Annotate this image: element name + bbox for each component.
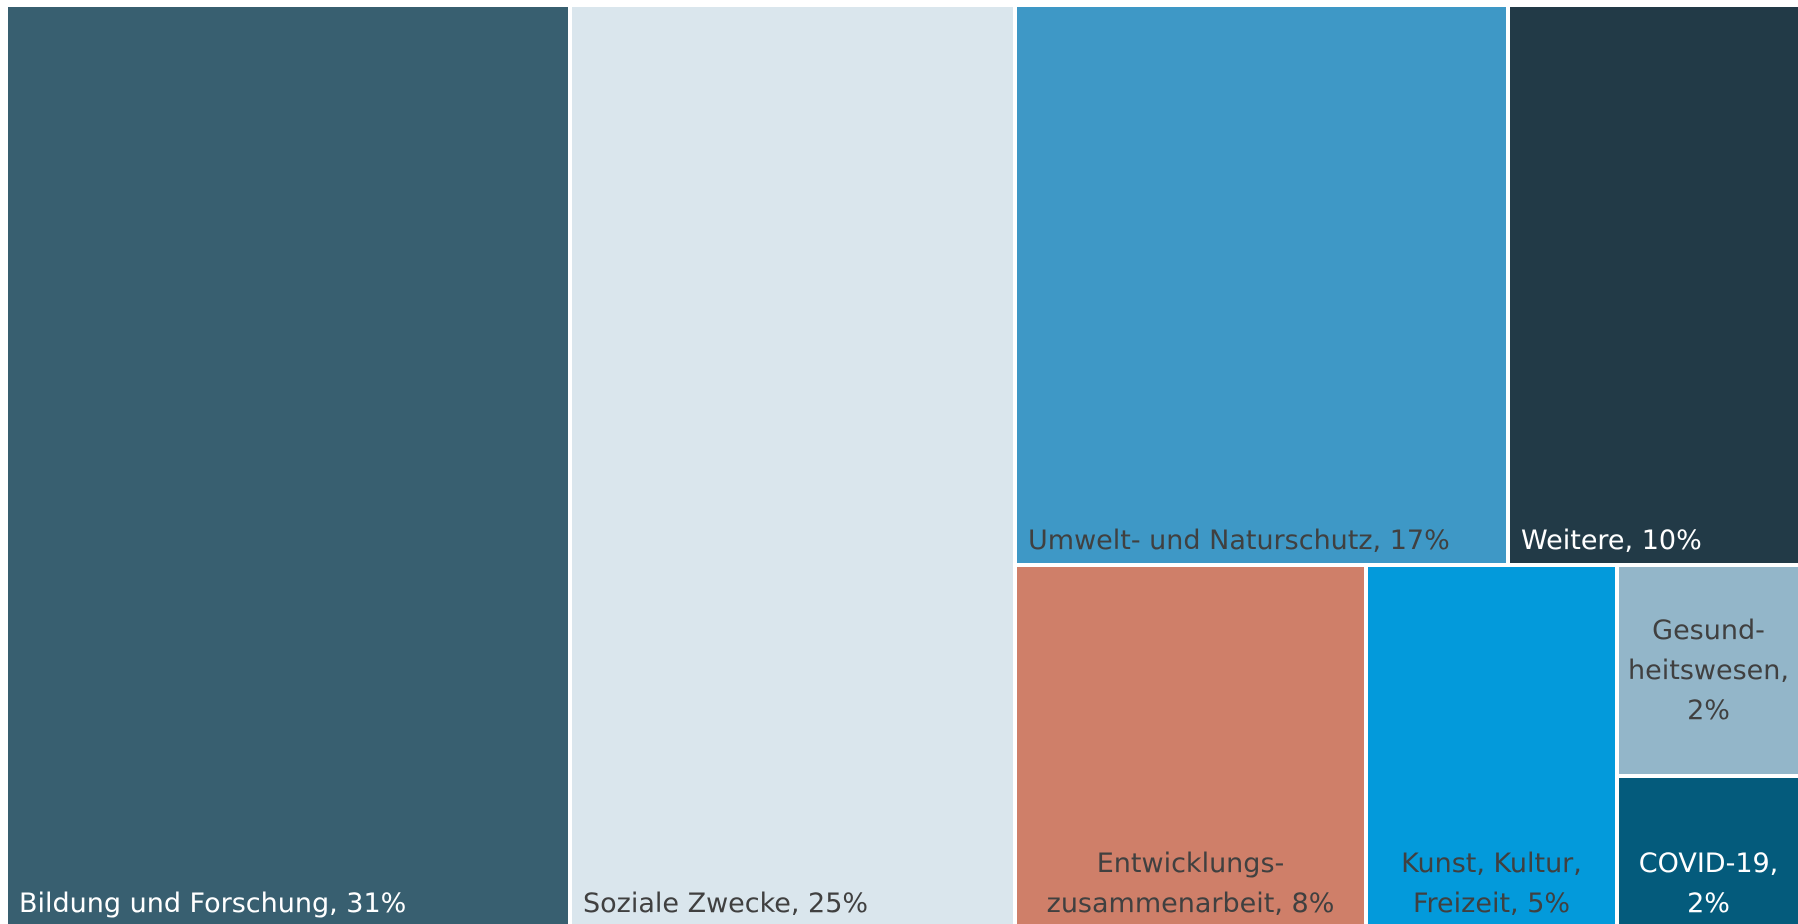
tile-label: Entwicklungs- — [1096, 848, 1285, 879]
tile-label: COVID-19, — [1638, 848, 1779, 879]
tile-soziale-zwecke: Soziale Zwecke, 25% — [572, 7, 1013, 924]
tile-kunst-kultur-freizeit: Kunst, Kultur, Freizeit, 5% — [1368, 567, 1615, 924]
tile-label: Weitere, 10% — [1521, 525, 1702, 556]
tile-label: Umwelt- und Naturschutz, 17% — [1028, 525, 1450, 556]
tile-label: Bildung und Forschung, 31% — [19, 888, 407, 919]
tile-bildung-und-forschung: Bildung und Forschung, 31% — [8, 7, 568, 924]
tile-label: zusammenarbeit, 8% — [1046, 888, 1335, 919]
tile-label: Kunst, Kultur, — [1401, 848, 1582, 879]
tile-entwicklungszusammenarbeit: Entwicklungs-zusammenarbeit, 8% — [1017, 567, 1364, 924]
tile-label: 2% — [1687, 888, 1730, 919]
tile-label: heitswesen, — [1628, 654, 1789, 686]
tile-label: 2% — [1687, 694, 1730, 726]
tile-covid-19: COVID-19, 2% — [1619, 778, 1798, 924]
tile-label: Gesund- — [1652, 614, 1765, 646]
tile-label: Soziale Zwecke, 25% — [583, 888, 869, 919]
tile-gesundheitswesen: Gesund-heitswesen, 2% — [1619, 567, 1798, 774]
tile-weitere: Weitere, 10% — [1510, 7, 1798, 563]
tile-umwelt-und-naturschutz: Umwelt- und Naturschutz, 17% — [1017, 7, 1506, 563]
tile-label: Freizeit, 5% — [1412, 888, 1571, 919]
